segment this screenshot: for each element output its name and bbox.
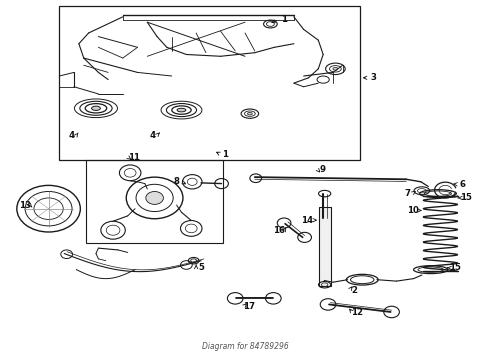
- Text: 15: 15: [460, 193, 472, 202]
- Bar: [86, 160, 223, 243]
- Ellipse shape: [333, 67, 338, 70]
- Circle shape: [439, 185, 452, 195]
- Text: 1: 1: [222, 150, 228, 159]
- Text: 7: 7: [404, 189, 410, 198]
- Bar: [59, 6, 360, 160]
- Text: Diagram for 84789296: Diagram for 84789296: [201, 342, 289, 351]
- Text: 8: 8: [173, 177, 180, 186]
- Text: 9: 9: [319, 165, 325, 174]
- Text: 14: 14: [301, 216, 314, 225]
- Text: 2: 2: [351, 285, 357, 294]
- Bar: [319, 207, 331, 286]
- Text: 16: 16: [273, 226, 285, 235]
- Text: 4: 4: [69, 131, 74, 140]
- Text: 15: 15: [449, 264, 461, 273]
- Circle shape: [146, 192, 163, 204]
- Ellipse shape: [177, 108, 186, 112]
- Text: 11: 11: [127, 153, 140, 162]
- Text: 3: 3: [370, 73, 376, 82]
- Ellipse shape: [92, 106, 100, 111]
- Text: 5: 5: [198, 264, 204, 273]
- Ellipse shape: [247, 112, 252, 115]
- Text: 13: 13: [19, 201, 31, 210]
- Text: 12: 12: [351, 308, 364, 317]
- Text: 6: 6: [460, 180, 465, 189]
- Text: 1: 1: [281, 15, 287, 24]
- Text: 10: 10: [407, 206, 418, 215]
- Text: 17: 17: [243, 302, 255, 311]
- Text: 4: 4: [149, 131, 155, 140]
